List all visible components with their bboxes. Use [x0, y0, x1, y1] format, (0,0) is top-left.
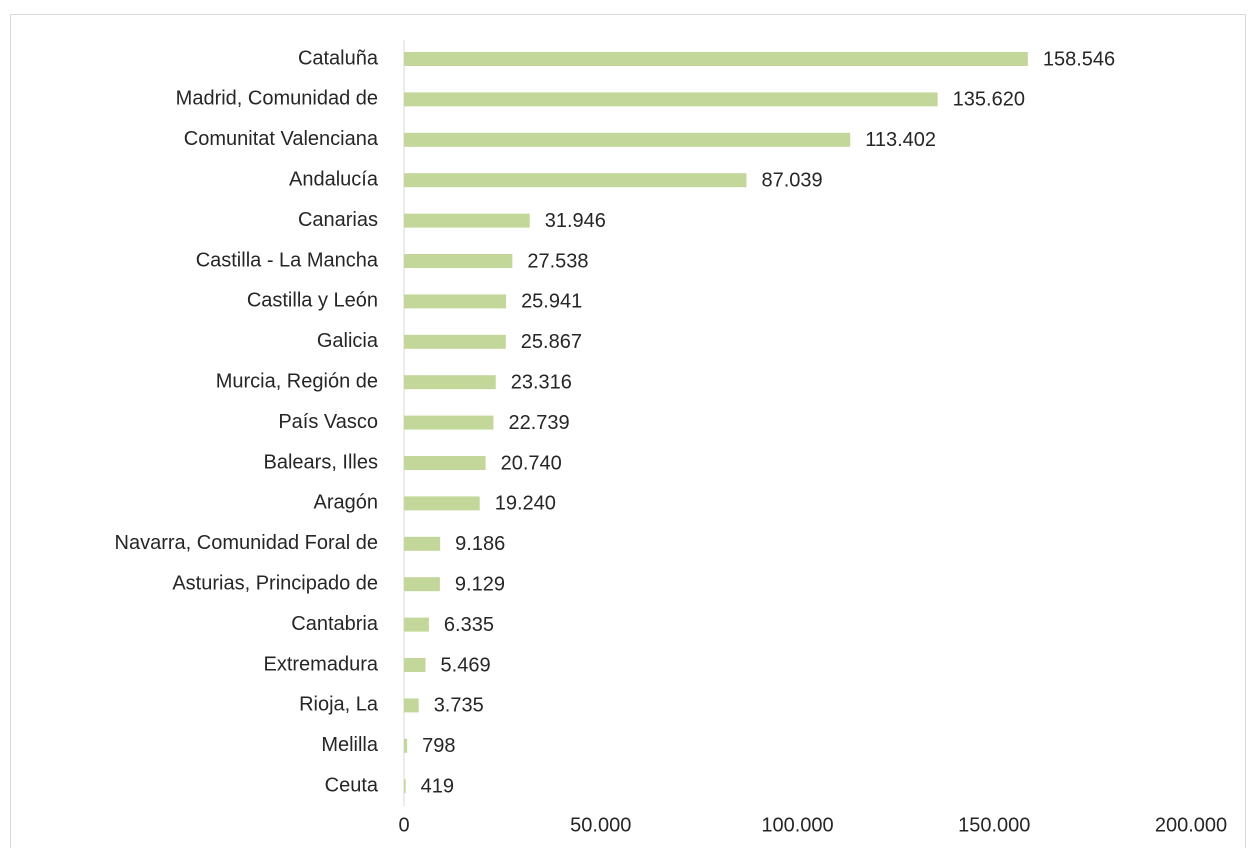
y-tick-label: Balears, Illes	[264, 451, 379, 473]
value-label: 5.469	[441, 654, 491, 676]
x-tick-label: 150.000	[958, 814, 1030, 836]
x-tick-label: 200.000	[1155, 814, 1227, 836]
value-label: 135.620	[953, 89, 1025, 111]
y-tick-label: Cantabria	[291, 613, 379, 635]
y-tick-label: Navarra, Comunidad Foral de	[115, 532, 378, 554]
bar	[404, 92, 938, 107]
y-tick-label: Rioja, La	[299, 694, 379, 716]
y-tick-label: Murcia, Región de	[216, 370, 378, 392]
bar	[404, 173, 747, 188]
bar	[404, 536, 441, 551]
bar	[404, 254, 513, 268]
value-label: 27.538	[527, 250, 588, 272]
chart-frame	[10, 14, 1246, 848]
bar	[404, 132, 851, 147]
value-label: 22.739	[508, 412, 569, 434]
value-label: 3.735	[434, 695, 484, 717]
bar	[404, 658, 426, 672]
y-tick-label: Castilla - La Mancha	[196, 249, 379, 271]
bar	[404, 415, 494, 430]
y-tick-label: Aragón	[314, 492, 379, 514]
y-tick-label: Madrid, Comunidad de	[176, 88, 378, 110]
y-tick-label: Castilla y León	[247, 290, 378, 312]
bar	[404, 496, 480, 511]
value-label: 6.335	[444, 614, 494, 636]
value-label: 87.039	[761, 169, 822, 191]
value-label: 9.129	[455, 573, 505, 595]
value-label: 19.240	[495, 493, 556, 515]
value-label: 20.740	[501, 452, 562, 474]
bar	[404, 779, 406, 794]
value-label: 23.316	[511, 371, 572, 393]
value-label: 798	[422, 735, 455, 757]
bar	[404, 738, 408, 753]
value-label: 31.946	[545, 210, 606, 232]
y-tick-label: Canarias	[298, 209, 378, 231]
x-tick-label: 0	[398, 814, 409, 836]
value-label: 9.186	[455, 533, 505, 555]
bar	[404, 577, 440, 592]
bar	[404, 334, 506, 349]
y-tick-label: Comunitat Valenciana	[184, 128, 379, 150]
bar	[404, 294, 507, 309]
y-tick-label: Andalucía	[289, 168, 379, 190]
bar	[404, 52, 1028, 66]
y-tick-label: Ceuta	[325, 774, 379, 796]
value-label: 113.402	[865, 129, 936, 151]
bar	[404, 698, 419, 713]
y-tick-label: Galicia	[317, 330, 379, 352]
value-label: 25.941	[521, 291, 582, 313]
x-tick-label: 100.000	[761, 814, 833, 836]
y-tick-label: Cataluña	[298, 47, 379, 69]
value-label: 158.546	[1043, 48, 1115, 70]
y-tick-label: Melilla	[321, 734, 379, 756]
x-tick-label: 50.000	[570, 814, 631, 836]
bar	[404, 213, 530, 228]
bar	[404, 617, 429, 632]
value-label: 25.867	[521, 331, 582, 353]
y-tick-label: Extremadura	[264, 653, 379, 675]
bar	[404, 375, 496, 390]
bar	[404, 456, 486, 470]
y-tick-label: País Vasco	[278, 411, 378, 433]
y-tick-label: Asturias, Principado de	[172, 572, 378, 594]
value-label: 419	[421, 775, 454, 797]
